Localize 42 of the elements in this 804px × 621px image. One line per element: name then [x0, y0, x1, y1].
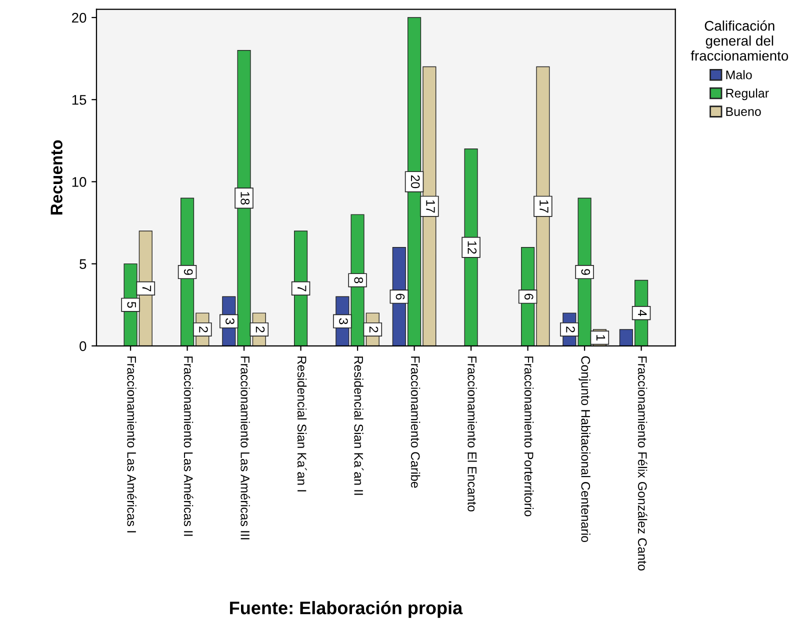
- legend-label: Regular: [726, 88, 769, 100]
- data-label: 4: [638, 310, 647, 316]
- data-label: 2: [199, 326, 208, 332]
- x-tick-label: Residencial Sian Ka´an I: [297, 356, 307, 492]
- data-label: 17: [540, 200, 548, 213]
- data-label: 18: [240, 192, 250, 205]
- x-tick-label: Residencial Sian Ka´an II: [354, 356, 364, 495]
- data-label: 7: [298, 286, 306, 292]
- legend-label: Malo: [726, 70, 752, 80]
- data-label: 20: [410, 175, 420, 188]
- data-label: 2: [566, 326, 575, 332]
- y-tick-label: 5: [80, 259, 86, 269]
- data-label: 6: [524, 294, 534, 300]
- x-tick-label: Fraccionamiento Félix González Canto: [638, 356, 648, 570]
- data-label: 9: [184, 269, 193, 275]
- data-label: 3: [339, 318, 348, 324]
- y-tick-label: 15: [72, 95, 86, 105]
- data-label: 6: [396, 294, 405, 300]
- x-tick-label: Fraccionamiento Las Américas III: [240, 356, 250, 540]
- x-tick-label: Fraccionamiento Porterritorio: [524, 356, 534, 516]
- x-tick-label: Fraccionamiento El Encanto: [468, 356, 477, 512]
- x-tick-label: Conjunto Habitacional Centenario: [578, 356, 590, 542]
- x-tick-label: Fraccionamiento Caribe: [410, 356, 420, 488]
- data-label: 3: [226, 318, 234, 324]
- data-label: 5: [127, 302, 136, 308]
- legend-title: Calificación general del fraccionamiento: [690, 20, 788, 61]
- x-tick-label: Fraccionamiento Las Américas II: [184, 356, 194, 536]
- data-label: 2: [256, 326, 265, 332]
- legend-label: Bueno: [726, 107, 761, 116]
- data-label: 8: [354, 277, 364, 284]
- data-label: 7: [142, 286, 152, 292]
- data-label: 1: [596, 335, 606, 341]
- data-label: 2: [369, 326, 378, 332]
- data-label: 9: [581, 269, 590, 275]
- y-tick-label: 0: [80, 341, 86, 352]
- y-tick-label: 20: [72, 12, 86, 23]
- data-label: 17: [426, 200, 435, 213]
- y-axis-title: Recuento: [50, 140, 62, 214]
- y-tick-label: 10: [72, 177, 86, 187]
- data-label: 12: [468, 241, 477, 254]
- x-tick-label: Fraccionamiento Las Américas I: [127, 356, 137, 532]
- source-note: Fuente: Elaboración propia: [230, 600, 463, 618]
